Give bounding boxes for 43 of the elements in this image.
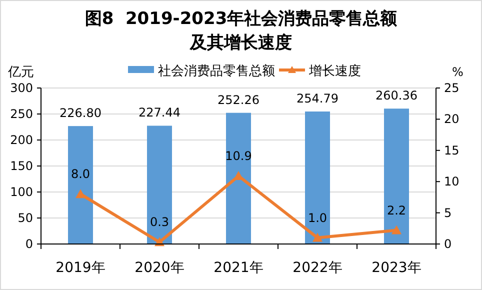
bar	[305, 112, 330, 244]
data-label: 0.3	[150, 215, 170, 230]
point	[392, 225, 402, 234]
y-tick-label: 100	[10, 185, 33, 199]
point	[312, 232, 322, 242]
data-label: 2.2	[386, 203, 406, 218]
y2-tick-label: 25	[444, 81, 460, 95]
x-tick-label: 2023年	[372, 260, 422, 276]
y2-tick-label: 5	[444, 206, 452, 220]
data-label: 227.44	[138, 106, 180, 120]
y2-tick-label: 0	[444, 237, 452, 251]
x-tick-label: 2020年	[134, 260, 184, 276]
data-label: 252.26	[218, 92, 260, 107]
legend-label: 增长速度	[308, 63, 361, 79]
bar	[68, 126, 93, 244]
x-tick-label: 2021年	[214, 260, 264, 276]
legend-label: 社会消费品零售总额	[158, 64, 275, 79]
point	[234, 170, 244, 180]
y-tick-label: 250	[10, 107, 33, 121]
data-label: 8.0	[70, 167, 90, 182]
y-tick-label: 0	[25, 237, 33, 251]
y-axis-title: 亿元	[7, 65, 34, 80]
data-label: 1.0	[308, 210, 328, 225]
x-tick-label: 2019年	[56, 260, 106, 276]
y2-tick-label: 15	[444, 143, 460, 158]
chart-title: 图8 2019-2023年社会消费品零售总额	[84, 9, 398, 29]
data-label: 10.9	[225, 148, 252, 163]
y-tick-label: 150	[10, 159, 33, 173]
y-tick-label: 300	[10, 81, 33, 95]
y2-tick-label: 10	[444, 174, 460, 189]
y2-axis-title: %	[452, 65, 464, 79]
data-label: 254.79	[296, 92, 338, 106]
bar	[226, 112, 251, 244]
bar	[147, 126, 172, 244]
chart-subtitle: 及其增长速度	[189, 33, 292, 53]
x-tick-label: 2022年	[292, 260, 342, 276]
y2-tick-label: 20	[444, 112, 460, 126]
y-tick-label: 50	[18, 211, 33, 225]
point	[76, 189, 86, 198]
y-tick-label: 200	[10, 133, 33, 147]
data-label: 226.80	[60, 106, 102, 120]
bar	[384, 108, 409, 244]
data-label: 260.36	[376, 88, 418, 103]
